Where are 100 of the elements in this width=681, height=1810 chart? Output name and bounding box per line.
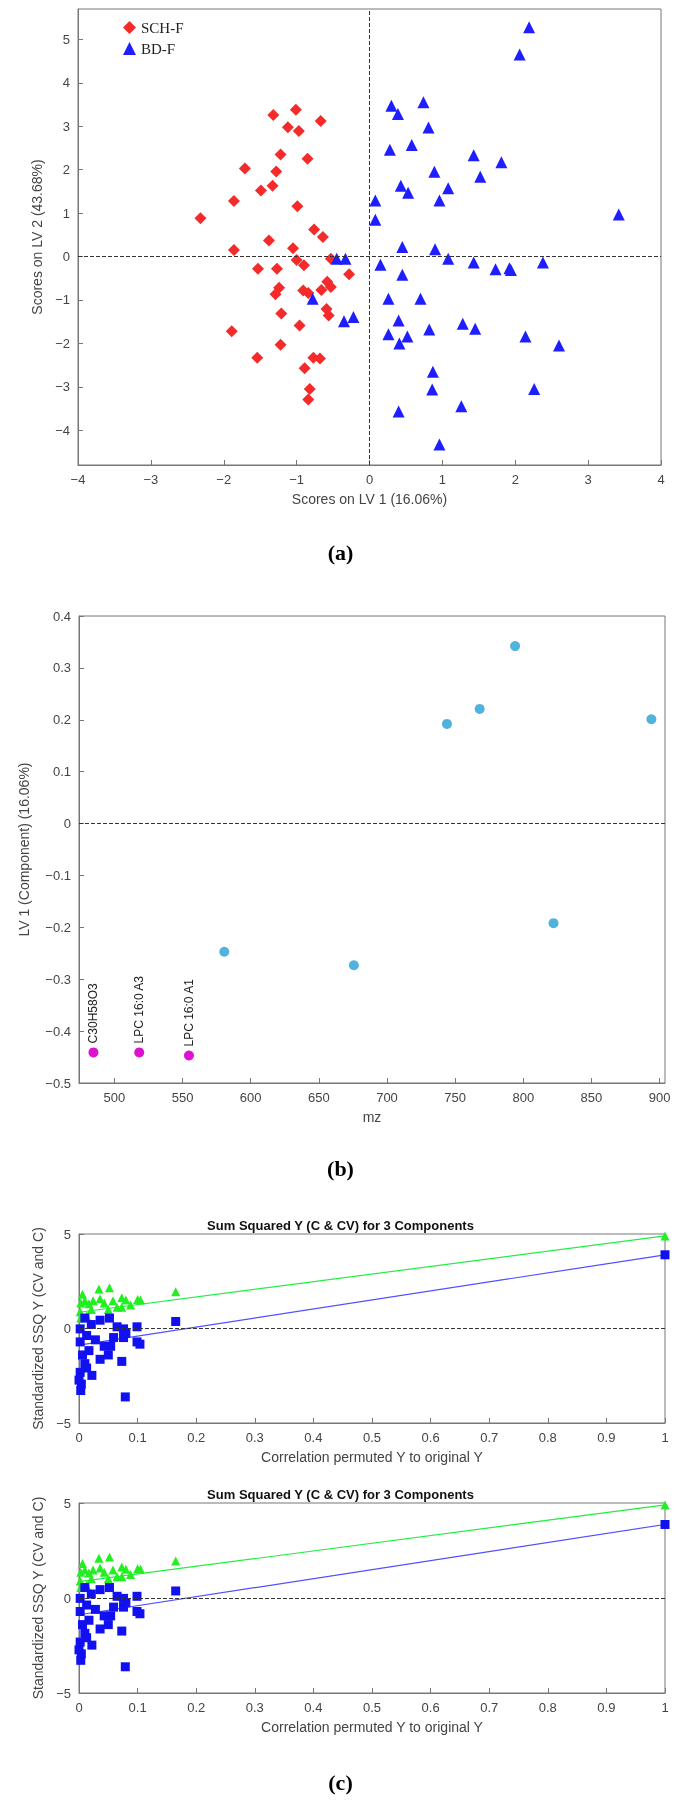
- y-tick-label: 0.2: [52, 712, 71, 728]
- point: [393, 337, 406, 350]
- point: [536, 256, 549, 269]
- text: (b): [327, 1155, 354, 1181]
- point: [87, 1370, 97, 1380]
- point: [274, 148, 287, 161]
- point: [74, 1375, 84, 1385]
- point: [225, 325, 238, 338]
- y-tick-label: 0: [63, 816, 71, 832]
- x-axis-title: Correlation permuted Y to original Y: [261, 1719, 484, 1735]
- point: [442, 252, 455, 265]
- point: [117, 1626, 127, 1636]
- x-tick-label: 0: [75, 1430, 83, 1445]
- point: [523, 21, 536, 34]
- point: [95, 1624, 105, 1634]
- point: [422, 121, 435, 134]
- y-axis-title: Standardized SSQ Y (CV and C): [30, 1496, 47, 1700]
- x-tick-label: 4: [657, 472, 665, 487]
- x-tick-label: 0.7: [480, 1700, 499, 1715]
- y-tick-label: −5: [56, 1415, 71, 1431]
- x-axis-title: Correlation permuted Y to original Y: [261, 1449, 484, 1465]
- x-tick-label: 750: [444, 1090, 466, 1105]
- point: [660, 1500, 670, 1510]
- point: [433, 194, 446, 207]
- point: [251, 351, 264, 364]
- point: [374, 258, 387, 271]
- point: [219, 946, 230, 957]
- point: [612, 208, 625, 221]
- y-tick-label: 5: [63, 1495, 71, 1511]
- x-tick-label: 1: [438, 472, 446, 487]
- y-tick-label: 0.4: [52, 608, 71, 624]
- point: [428, 165, 441, 178]
- point: [286, 242, 299, 255]
- point: [292, 125, 305, 138]
- point: [442, 182, 455, 195]
- point: [303, 383, 316, 395]
- point: [86, 1320, 96, 1330]
- point: [293, 319, 306, 332]
- point: [347, 310, 360, 323]
- point: [528, 383, 541, 395]
- point: [426, 365, 439, 378]
- y-tick-label: −5: [56, 1685, 71, 1701]
- point: [339, 252, 352, 265]
- x-tick-label: −3: [143, 472, 159, 487]
- y-tick-label: 0.1: [52, 764, 71, 780]
- x-tick-label: 0.4: [304, 1700, 323, 1715]
- y-tick-label: −3: [55, 379, 70, 395]
- point: [489, 263, 502, 276]
- point: [396, 240, 409, 253]
- point: [402, 186, 415, 199]
- point: [474, 170, 487, 183]
- point: [95, 1585, 105, 1595]
- point: [306, 292, 319, 305]
- annotation: LPC 16:0 A3: [132, 975, 147, 1044]
- point: [382, 328, 395, 341]
- x-tick-label: 0.8: [538, 1700, 557, 1715]
- point: [297, 259, 310, 272]
- point: [267, 108, 280, 121]
- y-axis-title: LV 1 (Component) (16.06%): [16, 762, 32, 937]
- point: [109, 1333, 119, 1343]
- point: [80, 1628, 90, 1638]
- x-axis-title: mz: [362, 1109, 382, 1125]
- x-tick-label: 650: [308, 1090, 330, 1105]
- y-axis-title: Scores on LV 2 (43.68%): [29, 159, 46, 315]
- point: [394, 179, 407, 192]
- point: [90, 1604, 100, 1614]
- y-tick-label: 0: [62, 249, 70, 265]
- point: [108, 1565, 118, 1575]
- point: [660, 1231, 670, 1241]
- point: [519, 330, 532, 343]
- point: [95, 1354, 105, 1364]
- y-tick-label: −2: [55, 335, 70, 351]
- point: [385, 99, 398, 112]
- point: [254, 184, 267, 197]
- point: [95, 1315, 105, 1325]
- x-tick-label: 0.5: [362, 1700, 382, 1715]
- point: [469, 322, 482, 335]
- y-tick-label: 0: [63, 1321, 71, 1336]
- point: [82, 1330, 92, 1340]
- x-axis-title: Scores on LV 1 (16.06%): [291, 491, 448, 507]
- point: [343, 268, 356, 281]
- point: [433, 438, 446, 451]
- y-tick-label: 0.3: [52, 660, 71, 676]
- point: [423, 323, 436, 336]
- point: [104, 1583, 114, 1593]
- point: [112, 1322, 122, 1332]
- point: [132, 1591, 142, 1601]
- point: [290, 254, 303, 267]
- point: [308, 223, 321, 236]
- point: [99, 1341, 109, 1351]
- point: [238, 162, 251, 175]
- x-tick-label: 0.5: [362, 1430, 382, 1445]
- point: [87, 1640, 97, 1650]
- point: [104, 1283, 114, 1293]
- point: [103, 1620, 113, 1630]
- point: [315, 283, 328, 296]
- y-tick-label: 3: [62, 118, 70, 134]
- x-tick-label: 0.3: [245, 1700, 264, 1715]
- x-tick-label: 1: [661, 1430, 669, 1445]
- y-tick-label: −4: [55, 422, 70, 438]
